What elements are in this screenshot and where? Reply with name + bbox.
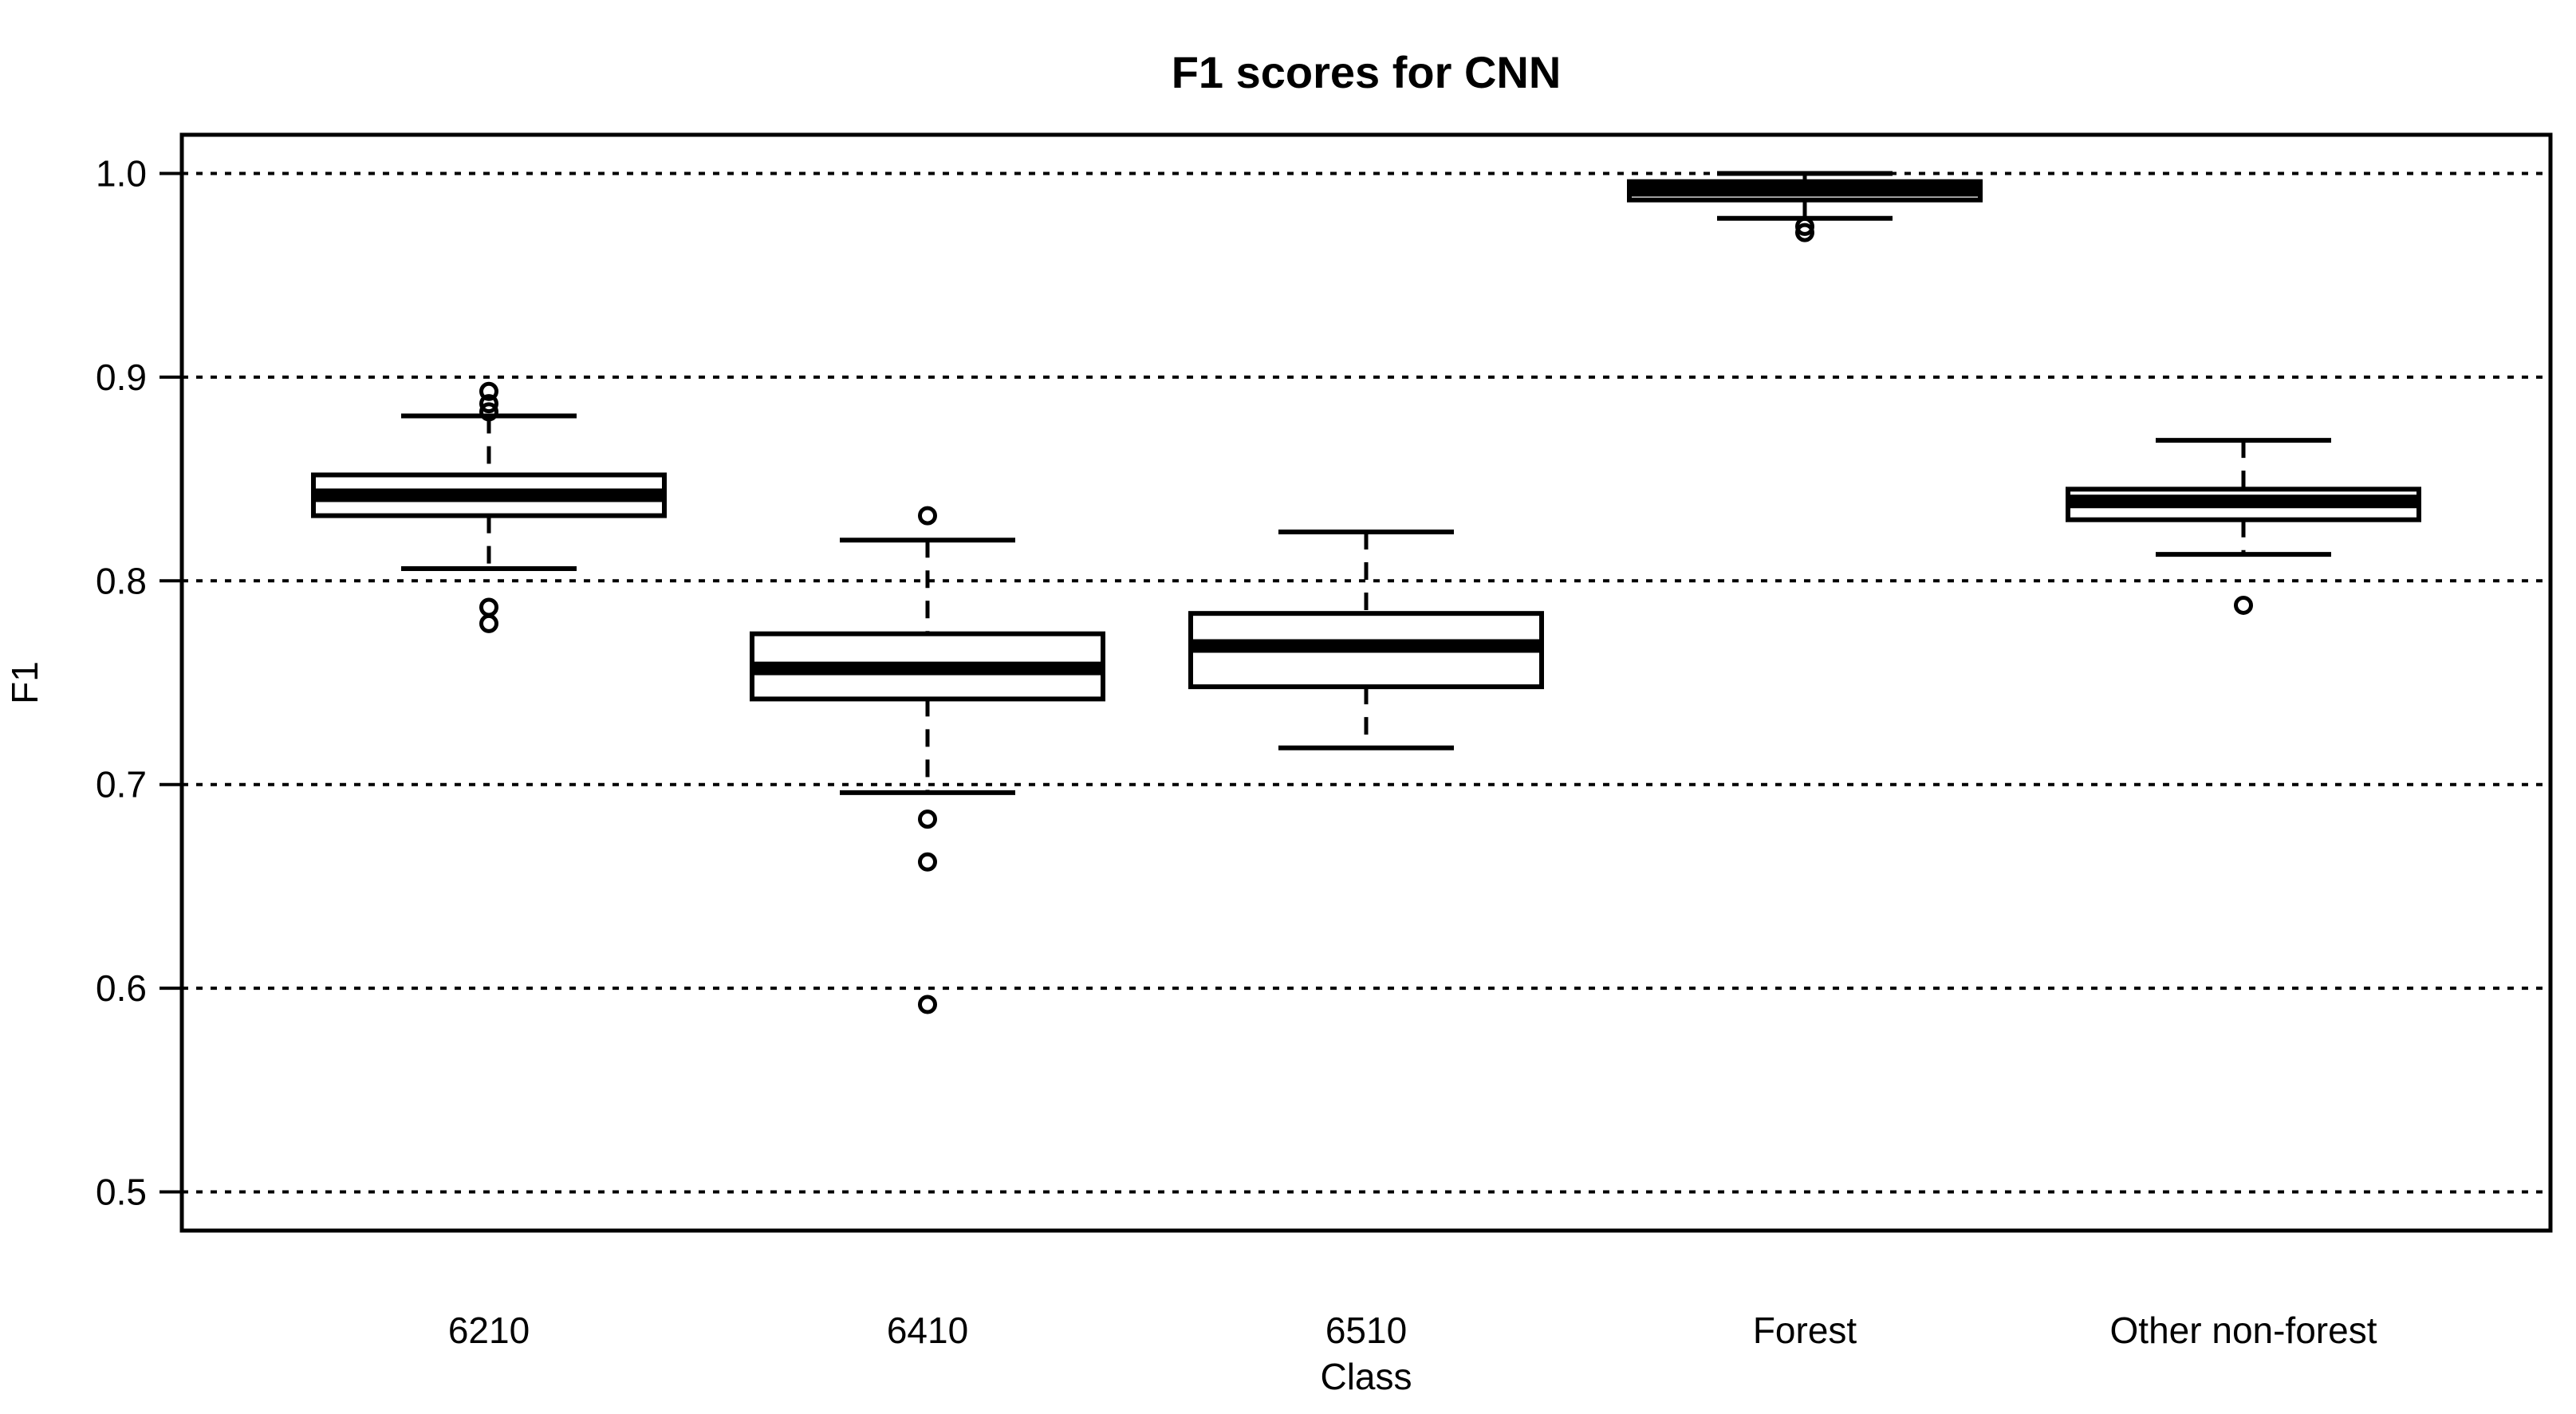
chart-title: F1 scores for CNN	[1172, 47, 1562, 97]
outlier-point	[918, 809, 937, 829]
outlier-point	[918, 506, 937, 526]
y-tick-label: 1.0	[96, 153, 147, 195]
box-group-6210	[311, 381, 667, 633]
x-category-label: Forest	[1753, 1310, 1857, 1351]
outlier-point	[1795, 216, 1814, 236]
box-group-other-non-forest	[2066, 438, 2421, 615]
x-axis-title: Class	[1320, 1356, 1412, 1397]
outlier-point	[479, 394, 498, 414]
outlier-point	[2234, 595, 2253, 615]
box-layer	[311, 171, 2421, 1014]
x-category-label: 6210	[448, 1310, 530, 1351]
outlier-point	[1795, 223, 1814, 242]
outlier-point	[479, 381, 498, 401]
y-tick-label: 0.9	[96, 356, 147, 398]
box-group-forest	[1627, 171, 1983, 242]
x-category-label: Other non-forest	[2110, 1310, 2377, 1351]
plot-frame	[179, 132, 2553, 1233]
x-category-label: 6410	[887, 1310, 968, 1351]
y-axis-title: F1	[4, 661, 45, 704]
y-tick-label: 0.5	[96, 1171, 147, 1212]
axis-layer: 1.0 0.9 0.8 0.7 0.6 0.5 6210 6410 6510 Forest Othe…	[96, 132, 2553, 1351]
y-tick-label: 0.8	[96, 560, 147, 601]
outlier-point	[918, 852, 937, 872]
box-group-6510	[1188, 530, 1544, 750]
y-tick-label: 0.6	[96, 967, 147, 1009]
outlier-point	[479, 402, 498, 422]
outlier-point	[479, 613, 498, 633]
y-tick-label: 0.7	[96, 764, 147, 805]
outlier-point	[479, 597, 498, 617]
outlier-point	[918, 995, 937, 1014]
box-group-6410	[750, 506, 1105, 1014]
x-category-label: 6510	[1325, 1310, 1407, 1351]
